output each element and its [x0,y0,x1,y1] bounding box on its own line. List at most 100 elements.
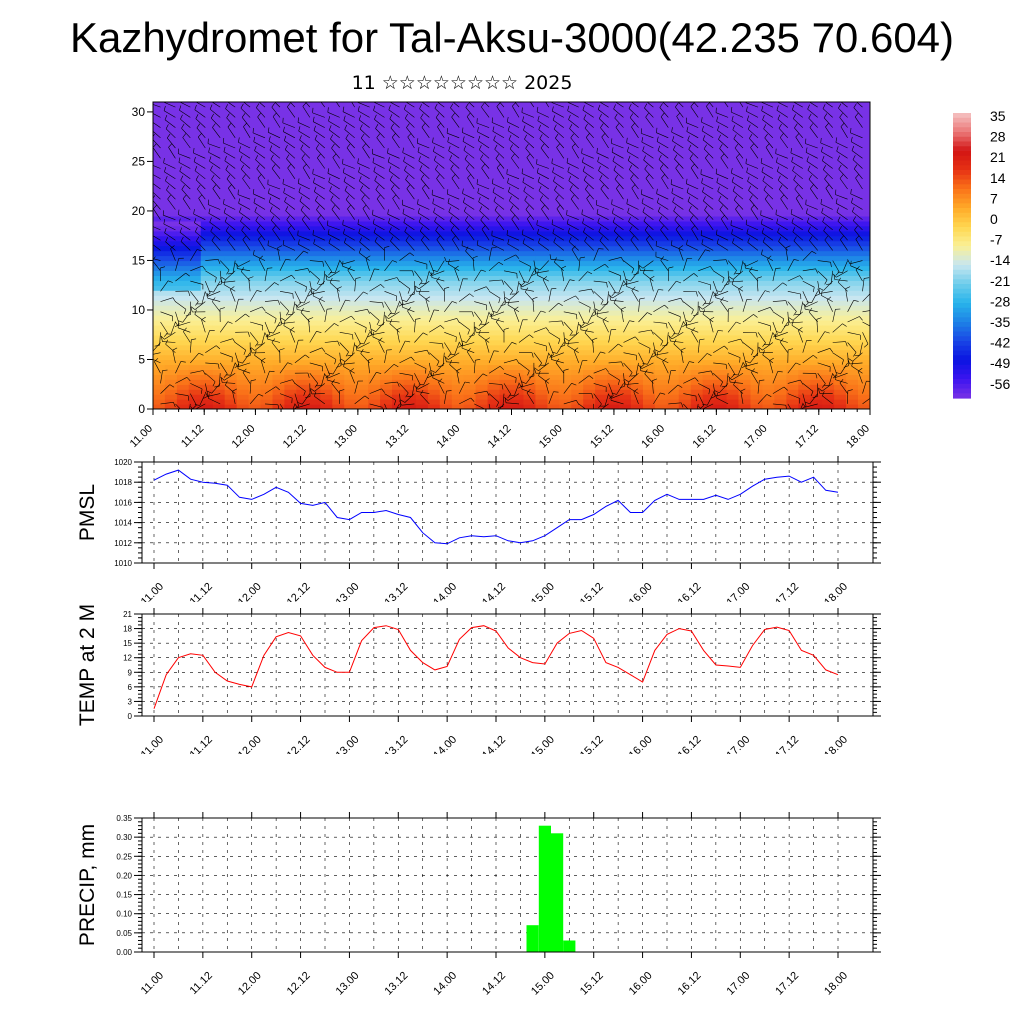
temperature-cell [619,285,632,291]
wind-barb [160,402,174,405]
wind-barb-flag [198,352,204,356]
temperature-cell [487,176,501,182]
temperature-cell [858,369,870,375]
temperature-cell [631,141,644,148]
temperature-cell [164,206,178,212]
temperature-cell [678,171,692,177]
temperature-cell [296,394,309,400]
temperature-cell [547,240,560,247]
temperature-cell [403,334,417,341]
temperature-cell [308,121,321,128]
temperature-cell [451,191,465,197]
temperature-cell [176,404,190,409]
wind-barb-flag [165,176,168,181]
temperature-cell [714,290,728,296]
temperature-cell [236,126,250,133]
temperature-cell [810,191,823,197]
temperature-cell [798,305,811,311]
temperature-cell [571,102,584,108]
wind-barb-flag [358,247,362,253]
temperature-cell [368,344,381,351]
temperature-cell [666,206,680,212]
temperature-cell [320,389,333,395]
temperature-cell [296,374,309,380]
temperature-cell [392,305,405,311]
temperature-cell [846,399,859,405]
temperature-cell [774,181,787,187]
temperature-cell [559,295,572,301]
temperature-cell [583,275,596,281]
temperature-cell [798,171,811,177]
wind-barb [160,384,171,394]
wind-barb [315,280,326,291]
temperature-cell [738,404,751,409]
temperature-cell [200,245,214,252]
temperature-cell [248,240,262,247]
temperature-cell [188,275,202,281]
temperature-cell [571,136,584,143]
wind-barb [399,340,406,353]
temperature-cell [822,399,835,405]
temperature-cell [427,305,441,311]
temperature-cell [188,260,202,267]
temperature-cell [654,359,668,366]
temperature-cell [631,230,644,237]
temperature-cell [643,265,656,271]
temperature-cell [774,111,787,118]
temperature-cell [786,191,799,197]
temperature-cell [523,265,536,271]
temperature-cell [666,166,680,172]
temperature-cell [631,399,644,405]
temperature-cell [619,404,632,409]
temperature-cell [583,146,596,153]
temperature-cell [415,324,429,331]
temperature-cell [320,116,333,123]
wind-barb-flag [238,146,241,152]
temperature-cell [427,230,441,237]
temperature-cell [846,102,859,108]
temperature-cell [619,399,632,405]
temperature-cell [427,215,441,222]
temperature-cell [750,121,763,128]
temperature-cell [200,171,214,177]
wind-barb-flag [389,175,393,181]
temperature-cell [499,210,513,217]
temperature-cell [427,280,441,286]
temperature-field [153,102,870,409]
temperature-cell [643,161,656,167]
temperature-cell [654,324,668,331]
temperature-cell [774,344,787,351]
temperature-cell [344,166,357,172]
temperature-cell [786,300,799,306]
wind-barb [190,370,204,374]
temperature-cell [619,206,632,212]
temperature-cell [164,275,178,281]
temperature-cell [666,260,680,267]
temperature-cell [690,126,704,133]
temperature-cell [858,146,870,153]
wind-barb [359,252,370,261]
wind-barb [207,297,221,302]
temperature-cell [846,186,859,192]
temperature-cell [284,111,297,118]
wind-barb-flag [465,103,469,108]
wind-barb-flag [202,265,206,271]
wind-barb [388,161,400,169]
wind-barb [311,291,325,295]
temperature-cell [260,354,274,361]
temperature-cell [714,339,728,346]
temperature-cell [380,359,393,366]
temperature-cell [487,374,501,380]
temperature-cell [451,220,465,227]
temperature-cell [858,290,870,296]
temperature-cell [607,107,620,113]
temperature-cell [631,151,644,158]
temperature-cell [320,201,333,207]
wind-barb-flag [312,290,315,296]
wind-barb-flag [160,335,165,340]
wind-barb-flag [150,116,152,121]
temperature-cell [176,285,190,291]
temperature-cell [643,384,656,390]
temperature-cell [666,255,680,262]
wind-barb-flag [299,301,305,304]
